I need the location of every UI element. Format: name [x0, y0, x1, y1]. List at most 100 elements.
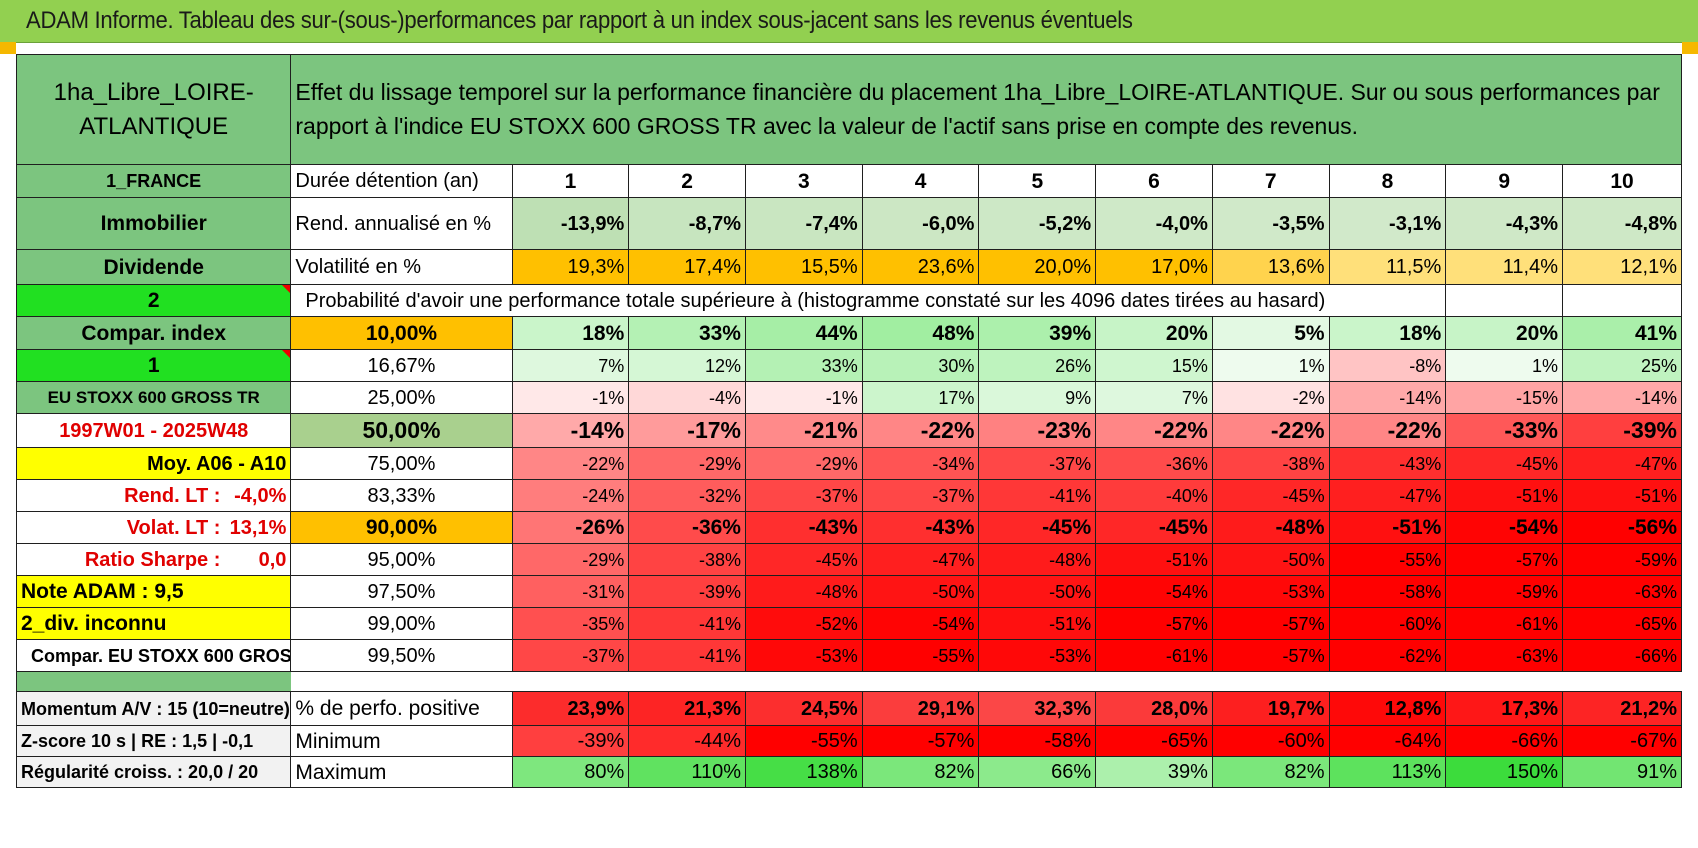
- percentile-value: 18%: [1328, 316, 1447, 350]
- empty-cell: [1562, 284, 1682, 317]
- spacer: [291, 672, 1682, 692]
- value: -4,0%: [234, 484, 287, 507]
- percentile-label: 25,00%: [290, 381, 513, 414]
- year-header: 7: [1211, 164, 1330, 198]
- category-cell: Immobilier: [15, 197, 292, 250]
- rend-value: -4,3%: [1445, 197, 1564, 250]
- bottom-value: -66%: [1445, 725, 1564, 757]
- left-frame-handle: [0, 42, 16, 54]
- percentile-value: -45%: [744, 543, 863, 576]
- percentile-label: 95,00%: [290, 543, 513, 576]
- percentile-value: -63%: [1445, 639, 1564, 672]
- percentile-value: -54%: [1095, 575, 1213, 608]
- volat-value: 12,1%: [1562, 249, 1682, 285]
- percentile-value: -48%: [1211, 511, 1330, 544]
- rend-value: -13,9%: [511, 197, 630, 250]
- percentile-value: -2%: [1211, 381, 1330, 414]
- percentile-value: -14%: [1562, 381, 1682, 414]
- percentile-value: -62%: [1328, 639, 1447, 672]
- rend-value: -4,0%: [1095, 197, 1213, 250]
- volat-value: 13,6%: [1211, 249, 1330, 285]
- percentile-value: -51%: [1095, 543, 1213, 576]
- year-header: 4: [861, 164, 980, 198]
- percentile-value: -52%: [744, 607, 863, 640]
- spacer-green: [15, 671, 291, 692]
- percentile-value: 7%: [1095, 381, 1213, 414]
- percentile-value: -51%: [1328, 511, 1447, 544]
- bottom-value: -44%: [628, 725, 746, 757]
- percentile-label: 16,67%: [290, 349, 513, 382]
- percentile-value: -22%: [511, 447, 630, 480]
- bottom-row-label: % de perfo. positive: [290, 691, 513, 726]
- bottom-value: 19,7%: [1211, 691, 1330, 726]
- percentile-value: -29%: [628, 447, 746, 480]
- bottom-value: 150%: [1445, 756, 1564, 788]
- percentile-value: -55%: [861, 639, 980, 672]
- percentile-value: 18%: [511, 316, 630, 350]
- percentile-value: 15%: [1095, 349, 1213, 382]
- percentile-value: -43%: [861, 511, 980, 544]
- rend-value: -8,7%: [628, 197, 746, 250]
- volat-value: 23,6%: [861, 249, 980, 285]
- right-frame-handle: [1682, 42, 1698, 54]
- percentile-value: 26%: [978, 349, 1097, 382]
- bottom-value: 82%: [1211, 756, 1330, 788]
- bottom-value: 110%: [628, 756, 746, 788]
- percentile-value: 30%: [861, 349, 980, 382]
- duree-label: Durée détention (an): [290, 164, 513, 198]
- percentile-value: 12%: [628, 349, 746, 382]
- percentile-value: 41%: [1562, 316, 1682, 350]
- bottom-value: 113%: [1328, 756, 1447, 788]
- index-selector-cell[interactable]: 2: [15, 284, 292, 317]
- percentile-value: -41%: [628, 639, 746, 672]
- label: Volat. LT :: [126, 516, 221, 539]
- percentile-value: -22%: [1095, 413, 1213, 448]
- percentile-label: 99,50%: [290, 639, 513, 672]
- percentile-value: -57%: [1095, 607, 1213, 640]
- percentile-value: -57%: [1211, 607, 1330, 640]
- percentile-value: -50%: [978, 575, 1097, 608]
- rend-value: -3,1%: [1328, 197, 1447, 250]
- volat-value: 19,3%: [511, 249, 630, 285]
- percentile-value: 7%: [511, 349, 630, 382]
- selector-1-cell[interactable]: 1: [15, 349, 292, 382]
- percentile-value: -43%: [1328, 447, 1447, 480]
- percentile-value: -60%: [1328, 607, 1447, 640]
- percentile-value: -48%: [978, 543, 1097, 576]
- bottom-value: 66%: [978, 756, 1097, 788]
- percentile-value: -37%: [978, 447, 1097, 480]
- rend-value: -5,2%: [978, 197, 1097, 250]
- percentile-value: -55%: [1328, 543, 1447, 576]
- year-header: 9: [1445, 164, 1564, 198]
- percentile-value: -61%: [1445, 607, 1564, 640]
- percentile-value: -37%: [861, 479, 980, 512]
- percentile-value: -22%: [1328, 413, 1447, 448]
- sharpe-cell: Ratio Sharpe : 0,0: [15, 543, 292, 576]
- percentile-value: -59%: [1445, 575, 1564, 608]
- rend-value: -4,8%: [1562, 197, 1682, 250]
- percentile-value: -50%: [861, 575, 980, 608]
- rend-value: -3,5%: [1211, 197, 1330, 250]
- percentile-value: -39%: [628, 575, 746, 608]
- label: Ratio Sharpe :: [84, 548, 221, 571]
- percentile-value: -59%: [1562, 543, 1682, 576]
- percentile-label: 75,00%: [290, 447, 513, 480]
- volat-lt-cell: Volat. LT : 13,1%: [15, 511, 292, 544]
- percentile-value: -22%: [1211, 413, 1330, 448]
- percentile-value: 20%: [1095, 316, 1213, 350]
- percentile-value: -8%: [1328, 349, 1447, 382]
- percentile-value: -54%: [861, 607, 980, 640]
- percentile-value: -36%: [1095, 447, 1213, 480]
- percentile-value: -41%: [628, 607, 746, 640]
- country-cell: 1_FRANCE: [15, 164, 292, 198]
- report-title-bar: ADAM Informe. Tableau des sur-(sous-)per…: [0, 0, 1698, 43]
- percentile-value: -38%: [628, 543, 746, 576]
- bottom-value: 24,5%: [744, 691, 863, 726]
- percentile-value: 17%: [861, 381, 980, 414]
- percentile-value: -45%: [1095, 511, 1213, 544]
- bottom-left-label: Z-score 10 s | RE : 1,5 | -0,1: [15, 725, 292, 757]
- compar-eu-cell: Compar. EU STOXX 600 GROSS TR: [15, 639, 292, 672]
- percentile-value: -34%: [861, 447, 980, 480]
- bottom-value: 80%: [511, 756, 630, 788]
- report-title: ADAM Informe. Tableau des sur-(sous-)per…: [26, 7, 1133, 34]
